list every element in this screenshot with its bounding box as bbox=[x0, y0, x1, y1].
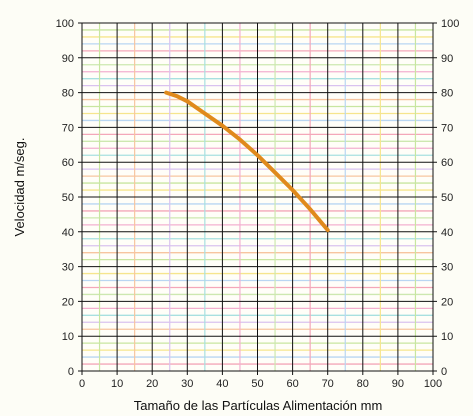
y-tick-label-left: 20 bbox=[62, 296, 74, 308]
x-tick-label: 20 bbox=[146, 378, 158, 390]
x-tick-label: 100 bbox=[424, 378, 442, 390]
y-axis-label: Velocidad m/seg. bbox=[12, 137, 27, 236]
x-tick-label: 70 bbox=[322, 378, 334, 390]
x-tick-label: 80 bbox=[357, 378, 369, 390]
y-tick-label-right: 70 bbox=[441, 122, 453, 134]
x-tick-label: 0 bbox=[79, 378, 85, 390]
x-tick-label: 30 bbox=[181, 378, 193, 390]
y-tick-label-left: 10 bbox=[62, 331, 74, 343]
y-tick-label-right: 90 bbox=[441, 53, 453, 65]
x-tick-label: 40 bbox=[216, 378, 228, 390]
y-tick-label-right: 80 bbox=[441, 88, 453, 100]
x-tick-label: 90 bbox=[392, 378, 404, 390]
series-layer bbox=[164, 90, 330, 233]
y-tick-label-right: 30 bbox=[441, 262, 453, 274]
y-tick-label-right: 50 bbox=[441, 192, 453, 204]
x-tick-label: 10 bbox=[111, 378, 123, 390]
y-tick-label-left: 50 bbox=[62, 192, 74, 204]
x-axis-label: Tamaño de las Partículas Alimentación mm bbox=[134, 398, 383, 413]
x-tick-label: 50 bbox=[251, 378, 263, 390]
y-tick-label-right: 60 bbox=[441, 157, 453, 169]
grid bbox=[78, 22, 437, 375]
y-tick-label-left: 80 bbox=[62, 88, 74, 100]
y-tick-label-left: 30 bbox=[62, 262, 74, 274]
y-tick-label-right: 20 bbox=[441, 296, 453, 308]
y-tick-label-right: 100 bbox=[441, 18, 459, 30]
y-tick-label-right: 10 bbox=[441, 331, 453, 343]
y-tick-label-left: 60 bbox=[62, 157, 74, 169]
y-tick-label-left: 100 bbox=[56, 18, 74, 30]
y-tick-label-left: 90 bbox=[62, 53, 74, 65]
y-tick-label-left: 70 bbox=[62, 122, 74, 134]
y-tick-label-right: 40 bbox=[441, 227, 453, 239]
x-tick-label: 60 bbox=[286, 378, 298, 390]
ticks: 0102030405060708090100010203040506070809… bbox=[56, 18, 460, 390]
series-line bbox=[164, 90, 330, 233]
y-tick-label-right: 0 bbox=[441, 366, 447, 378]
y-tick-label-left: 0 bbox=[68, 366, 74, 378]
y-tick-label-left: 40 bbox=[62, 227, 74, 239]
